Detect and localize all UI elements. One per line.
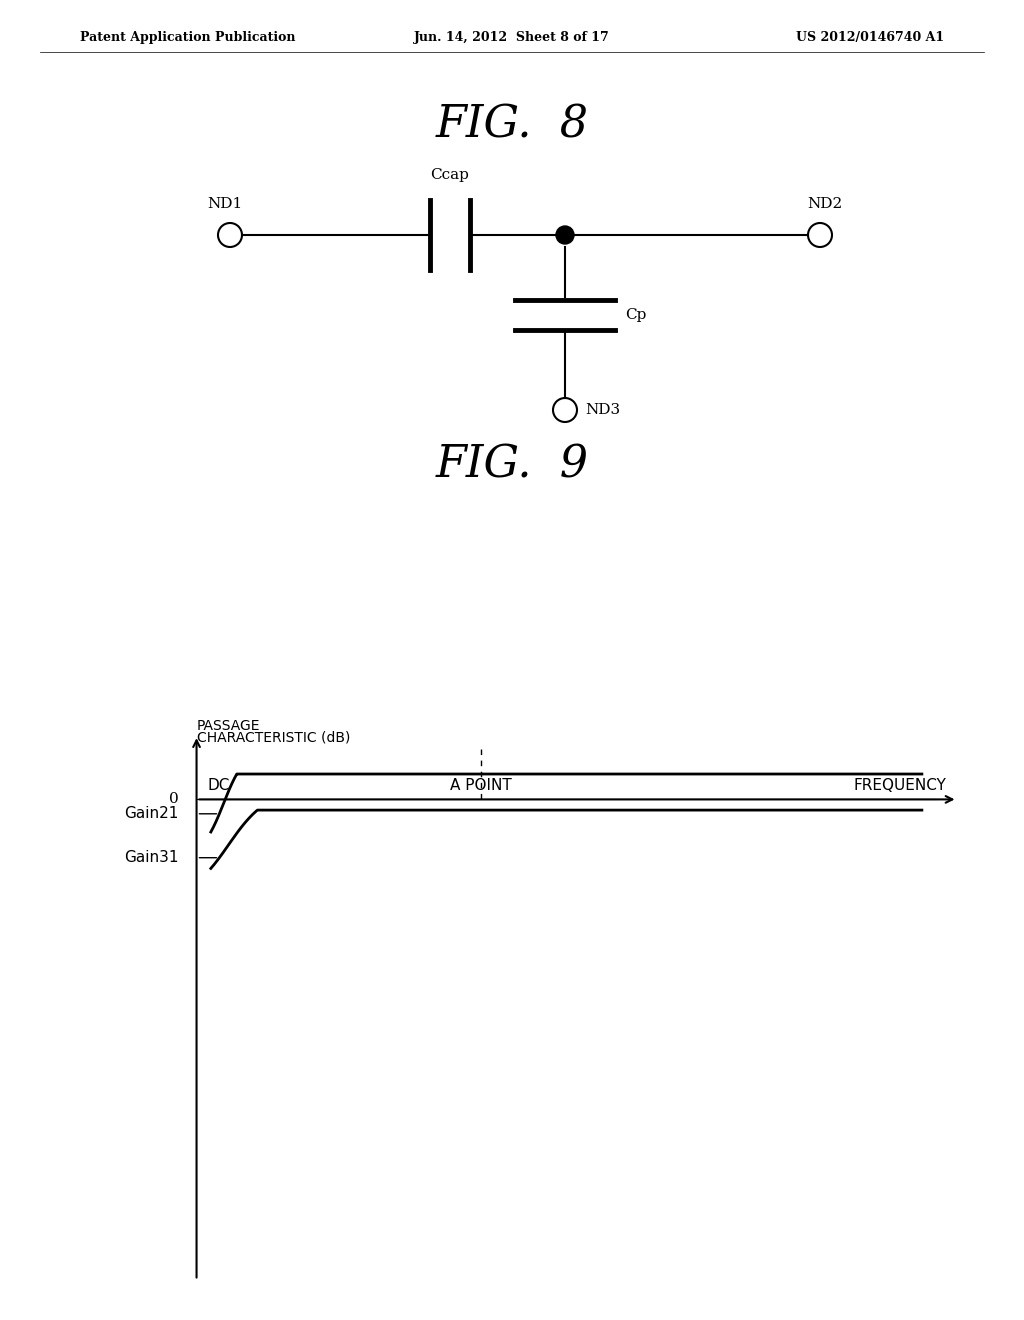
Text: FIG.  8: FIG. 8: [435, 103, 589, 147]
Text: Jun. 14, 2012  Sheet 8 of 17: Jun. 14, 2012 Sheet 8 of 17: [414, 30, 610, 44]
Text: Gain21: Gain21: [124, 807, 179, 821]
Text: FREQUENCY: FREQUENCY: [854, 777, 947, 793]
Text: 0: 0: [169, 792, 179, 807]
Text: Patent Application Publication: Patent Application Publication: [80, 30, 296, 44]
Text: A POINT: A POINT: [451, 777, 512, 793]
Text: DC: DC: [207, 777, 229, 793]
Text: PASSAGE: PASSAGE: [197, 719, 260, 733]
Text: ND3: ND3: [585, 403, 621, 417]
Text: US 2012/0146740 A1: US 2012/0146740 A1: [796, 30, 944, 44]
Circle shape: [556, 226, 574, 244]
Text: Ccap: Ccap: [430, 168, 469, 182]
Text: Gain31: Gain31: [124, 850, 179, 865]
Text: ND1: ND1: [208, 197, 243, 211]
Text: Cp: Cp: [625, 308, 646, 322]
Text: ND2: ND2: [807, 197, 843, 211]
Text: FIG.  9: FIG. 9: [435, 444, 589, 487]
Text: CHARACTERISTIC (dB): CHARACTERISTIC (dB): [197, 731, 350, 744]
